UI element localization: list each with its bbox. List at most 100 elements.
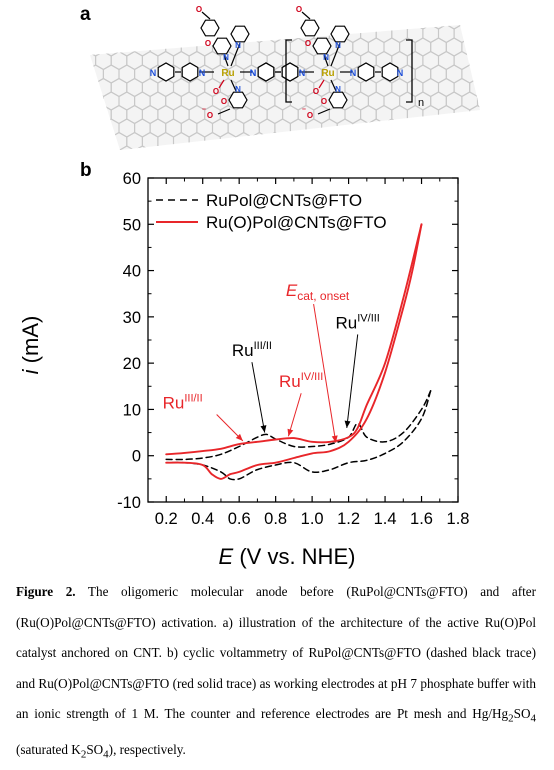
caption-text: The oligomeric molecular anode before (R…: [16, 584, 536, 722]
bond: [317, 108, 331, 115]
unit-1-bda-ring-3: [200, 19, 220, 37]
ru-iii-ii-black: RuIII/II: [232, 340, 272, 433]
unit-2-ru: Ru: [321, 68, 334, 79]
unit-1-bda-ring-4: [228, 91, 248, 109]
ru-iv-iii-black-arrow-head: [344, 420, 351, 428]
bond: [301, 11, 311, 20]
x-tick-label: 0.2: [155, 510, 178, 528]
panel-a-label: a: [80, 4, 91, 25]
caption-label: Figure 2.: [16, 584, 76, 599]
unit-2-o-top-1: O: [296, 5, 302, 14]
bond: [201, 11, 211, 20]
y-tick-label: 60: [123, 170, 141, 188]
repeat-bracket-left: [285, 39, 292, 103]
unit-1-minus: ⁻: [202, 106, 206, 115]
y-tick-label: 20: [123, 355, 141, 373]
data-series: [165, 223, 432, 481]
unit-1-bda-ring-1: [212, 37, 232, 55]
figure-caption: Figure 2. The oligomeric molecular anode…: [16, 577, 536, 770]
unit-2-pyridine-right-2: [381, 62, 399, 82]
bond: [318, 79, 325, 89]
unit-2-bda-ring-3: [300, 19, 320, 37]
caption-text-3: (saturated K: [16, 741, 81, 757]
ru-iv-iii-red: RuIV/III: [279, 371, 323, 437]
x-tick-label: 0.8: [264, 510, 287, 528]
unit-1-o-oxo: O: [213, 87, 219, 96]
unit-1-n-bda-3: N: [235, 85, 241, 94]
graphene-backdrop: [90, 25, 480, 150]
unit-2-n-bda-1: N: [323, 53, 329, 62]
bond: [223, 54, 229, 67]
y-tick-label: 30: [123, 309, 141, 327]
bond: [323, 54, 329, 67]
ru-iii-ii-red: RuIII/II: [163, 393, 244, 442]
bond: [330, 42, 341, 67]
legend-label: Ru(O)Pol@CNTs@FTO: [206, 213, 387, 232]
unit-1-o-bottom: O: [221, 97, 227, 106]
bond: [218, 79, 225, 89]
unit-1-n-left: N: [150, 68, 157, 78]
y-tick-label: 10: [123, 401, 141, 419]
unit-2-n-left: N: [250, 68, 257, 78]
x-axis-label-rest: (V vs. NHE): [233, 544, 355, 569]
unit-1-o-top-1: O: [196, 5, 202, 14]
unit-2-n-bda-3: N: [335, 85, 341, 94]
series-rupol: [165, 390, 432, 481]
ru-iv-iii-red-arrow-line: [287, 393, 302, 437]
axis-ticks: 0.2 0.4 0.6 0.8 1.0 1.2 1.4 1.6 1.8 -10 0 10 20 30 40 5…: [117, 170, 469, 528]
y-tick-label: 0: [132, 448, 141, 466]
unit-2-n-right: N: [350, 68, 357, 78]
y-tick-label: 50: [123, 216, 141, 234]
caption-sub-2: 4: [530, 713, 537, 726]
caption-text-2: SO: [513, 706, 531, 722]
unit-2-bda-ring-4: [328, 91, 348, 109]
ru-iii-ii-red-arrow-head: [235, 433, 243, 441]
caption-sub-4: 4: [103, 748, 109, 761]
unit-1-pyridine-left-1: [157, 62, 175, 82]
x-tick-label: 1.4: [374, 510, 397, 528]
ru-iv-iii-red-arrow-head: [287, 428, 294, 437]
ru-iii-ii-black-arrow-head: [260, 425, 267, 433]
caption-sub-1: 2: [508, 713, 514, 726]
x-tick-label: 0.6: [228, 510, 251, 528]
annotations: RuIII/II RuIV/III RuIV/III RuIII/II Ecat, on…: [163, 281, 380, 443]
caption-text-4: SO: [86, 741, 104, 757]
panel-b-label: b: [80, 160, 92, 181]
unit-2-o-oxo: O: [313, 87, 319, 96]
bond: [217, 108, 231, 115]
unit-2-o-minus: O: [307, 111, 313, 120]
unit-1-n-right: N: [250, 68, 257, 78]
unit-1-pyridine-left-2: [181, 62, 199, 82]
ru-iv-iii-black-arrow-line: [346, 334, 359, 429]
ru-iii-ii-red-label: RuIII/II: [163, 393, 203, 413]
x-tick-label: 1.2: [337, 510, 360, 528]
y-tick-label: -10: [117, 494, 141, 512]
e-cat-onset-red-label: Ecat, onset: [286, 281, 350, 303]
ruopol-forward-scan: [165, 223, 423, 456]
graphene-sheet: [90, 25, 480, 150]
unit-2-pyridine-left-1: [257, 62, 275, 82]
x-tick-label: 0.4: [191, 510, 214, 528]
y-tick-label: 40: [123, 263, 141, 281]
x-axis-label: E (V vs. NHE): [219, 544, 356, 569]
unit-1-n-inner: N: [199, 68, 206, 78]
caption-sub-3: 2: [80, 748, 87, 761]
repeat-bracket-right: [406, 39, 413, 103]
x-tick-label: 1.6: [410, 510, 433, 528]
unit-2-pyridine-right-1: [357, 62, 375, 82]
ru-iv-iii-black: RuIV/III: [336, 312, 380, 429]
unit-2-n-bda-2: N: [335, 41, 341, 50]
unit-1-o-top-2: O: [205, 39, 211, 48]
series-ruopol: [165, 223, 423, 480]
y-axis-label-rest: (mA): [18, 316, 43, 370]
ruopol-reverse-scan: [165, 223, 423, 480]
cyclic-voltammetry-chart: 0.2 0.4 0.6 0.8 1.0 1.2 1.4 1.6 1.8 -10 0 10 20 30 40 5…: [18, 170, 469, 569]
e-cat-onset-red-arrow-head: [331, 435, 338, 443]
x-axis-label-symbol: E: [219, 544, 234, 569]
ru-iv-iii-black-label: RuIV/III: [336, 312, 380, 332]
x-tick-label: 1.0: [301, 510, 324, 528]
bond: [230, 42, 241, 67]
rupol-reverse-scan: [165, 390, 432, 481]
unit-1-n-bda-2: N: [235, 41, 241, 50]
